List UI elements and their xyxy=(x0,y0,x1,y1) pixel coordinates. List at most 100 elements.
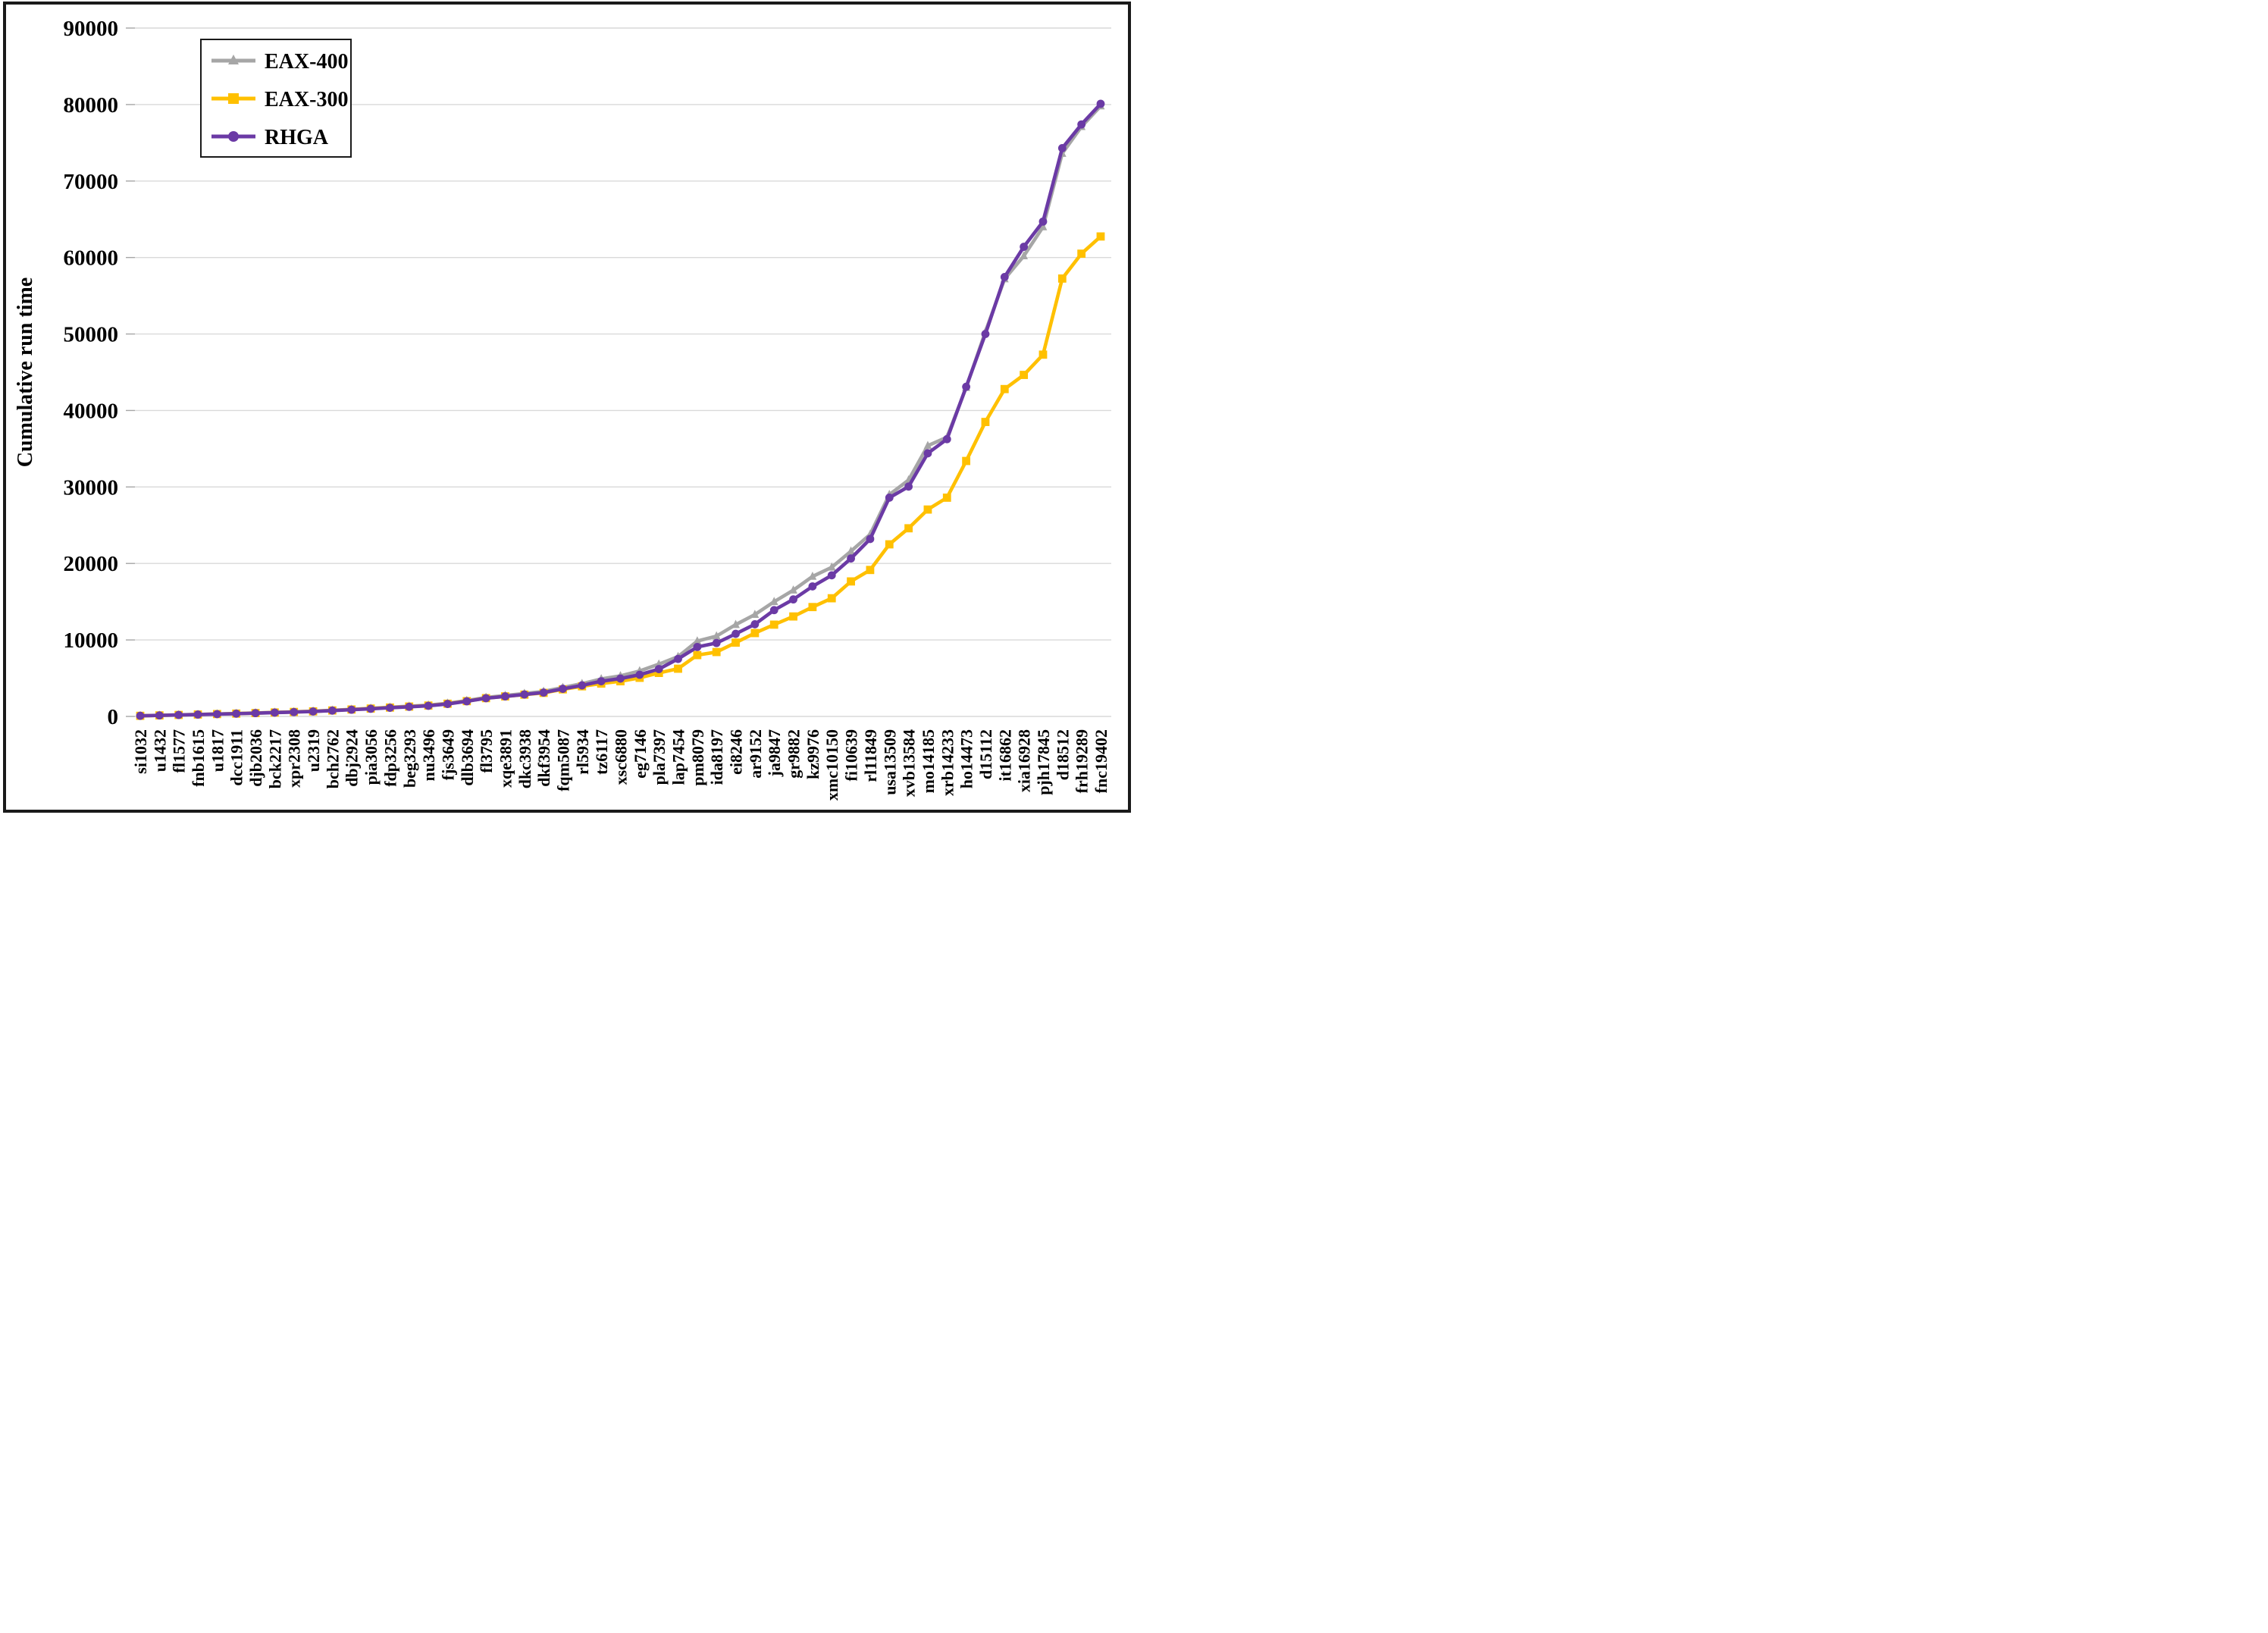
marker-rhga xyxy=(1038,217,1048,226)
x-tick-label: lap7454 xyxy=(669,729,688,785)
marker-eax-400 xyxy=(750,610,760,619)
x-tick-label: ho14473 xyxy=(957,729,976,788)
marker-eax-400 xyxy=(827,562,836,571)
marker-rhga xyxy=(481,694,490,703)
marker-rhga xyxy=(424,701,433,710)
marker-eax-400 xyxy=(789,585,797,594)
x-tick-label: kz9976 xyxy=(804,729,822,779)
x-tick-label: xqe3891 xyxy=(496,729,515,788)
marker-eax-300 xyxy=(885,540,894,549)
marker-rhga xyxy=(193,710,202,719)
y-tick-label: 80000 xyxy=(64,93,119,118)
x-tick-label: xvb13584 xyxy=(900,729,919,797)
marker-eax-300 xyxy=(1038,350,1048,359)
x-tick-label: ja9847 xyxy=(765,729,784,777)
marker-rhga xyxy=(1057,143,1067,152)
marker-rhga xyxy=(616,674,625,683)
marker-eax-400 xyxy=(769,597,778,606)
x-tick-label: frh19289 xyxy=(1073,729,1092,793)
legend-swatch-marker xyxy=(228,131,239,142)
marker-rhga xyxy=(885,494,894,502)
marker-rhga xyxy=(942,434,951,444)
marker-rhga xyxy=(866,534,875,544)
marker-eax-400 xyxy=(731,619,740,628)
y-tick-label: 20000 xyxy=(64,552,119,576)
x-tick-label: u1432 xyxy=(150,729,169,772)
legend-item-eax-400: EAX-400 xyxy=(211,50,348,74)
x-tick-label: pm8079 xyxy=(688,729,707,786)
marker-eax-400 xyxy=(847,546,855,555)
x-tick-label: bch2762 xyxy=(323,729,342,788)
marker-rhga xyxy=(1096,99,1105,108)
legend-item-eax-300: EAX-300 xyxy=(211,88,348,111)
marker-eax-300 xyxy=(1000,384,1009,393)
marker-rhga xyxy=(386,704,394,712)
marker-rhga xyxy=(827,571,836,580)
x-tick-label: it16862 xyxy=(995,729,1014,781)
marker-rhga xyxy=(597,677,606,685)
x-tick-label: ida8197 xyxy=(707,729,726,785)
x-tick-label: djb2036 xyxy=(246,729,265,787)
x-tick-label: d15112 xyxy=(976,729,995,779)
x-tick-label: fl1577 xyxy=(170,729,189,773)
x-tick-label: eg7146 xyxy=(631,729,650,779)
x-tick-label: fi10639 xyxy=(842,729,861,781)
x-tick-label: dkc3938 xyxy=(515,729,534,788)
x-tick-label: usa13509 xyxy=(880,729,899,795)
marker-eax-400 xyxy=(1020,251,1029,260)
x-tick-label: tz6117 xyxy=(592,729,611,775)
x-tick-label: si1032 xyxy=(131,729,150,774)
marker-rhga xyxy=(290,707,299,716)
marker-rhga xyxy=(270,708,279,717)
legend-swatch-marker xyxy=(228,55,239,64)
legend-swatch-marker xyxy=(228,93,239,104)
x-tick-label: bck2217 xyxy=(265,729,284,788)
marker-eax-300 xyxy=(904,524,913,533)
marker-rhga xyxy=(366,704,375,713)
marker-rhga xyxy=(232,709,241,718)
series-line-rhga xyxy=(138,102,1103,718)
x-tick-label: xia16928 xyxy=(1015,729,1034,792)
x-tick-label: xrb14233 xyxy=(938,729,957,796)
x-tick-label: fnb1615 xyxy=(189,729,208,787)
marker-rhga xyxy=(731,629,740,638)
marker-rhga xyxy=(769,606,778,615)
x-tick-label: gr9882 xyxy=(785,729,804,779)
y-tick-label: 10000 xyxy=(64,628,119,653)
marker-rhga xyxy=(789,595,797,604)
marker-rhga xyxy=(808,582,817,591)
x-tick-label: u2319 xyxy=(304,729,323,772)
marker-rhga xyxy=(981,330,990,338)
series-line-eax-300 xyxy=(138,234,1103,718)
marker-rhga xyxy=(174,710,183,719)
marker-eax-300 xyxy=(866,566,875,575)
x-tick-label: xsc6880 xyxy=(612,729,631,785)
marker-eax-300 xyxy=(808,603,817,612)
marker-rhga xyxy=(443,700,452,708)
cumulative-run-time-chart: 0 10000 20000 30000 40000 50000 60000 70000 8000… xyxy=(0,0,1134,816)
marker-rhga xyxy=(578,681,587,690)
y-axis-title: Cumulative run time xyxy=(14,277,37,467)
x-tick-label: dkf3954 xyxy=(534,729,553,787)
y-tick-label: 40000 xyxy=(64,399,119,423)
y-tick-label: 70000 xyxy=(64,170,119,194)
marker-rhga xyxy=(674,654,682,663)
marker-eax-400 xyxy=(808,571,817,580)
y-tick-label: 50000 xyxy=(64,323,119,347)
marker-eax-400 xyxy=(923,440,932,450)
marker-rhga xyxy=(520,690,529,699)
marker-rhga xyxy=(635,670,644,679)
x-tick-label: xmc10150 xyxy=(822,729,841,801)
y-tick-label: 0 xyxy=(108,705,119,729)
marker-eax-300 xyxy=(1077,249,1086,259)
marker-eax-300 xyxy=(962,456,971,465)
marker-rhga xyxy=(405,702,414,711)
marker-eax-400 xyxy=(1038,221,1048,230)
marker-eax-300 xyxy=(674,664,682,673)
x-tick-label: dlb3694 xyxy=(458,729,477,786)
marker-rhga xyxy=(750,620,760,628)
marker-eax-300 xyxy=(789,612,797,621)
x-tick-label: ei8246 xyxy=(727,729,746,775)
marker-rhga xyxy=(155,711,164,720)
marker-eax-300 xyxy=(769,620,778,629)
